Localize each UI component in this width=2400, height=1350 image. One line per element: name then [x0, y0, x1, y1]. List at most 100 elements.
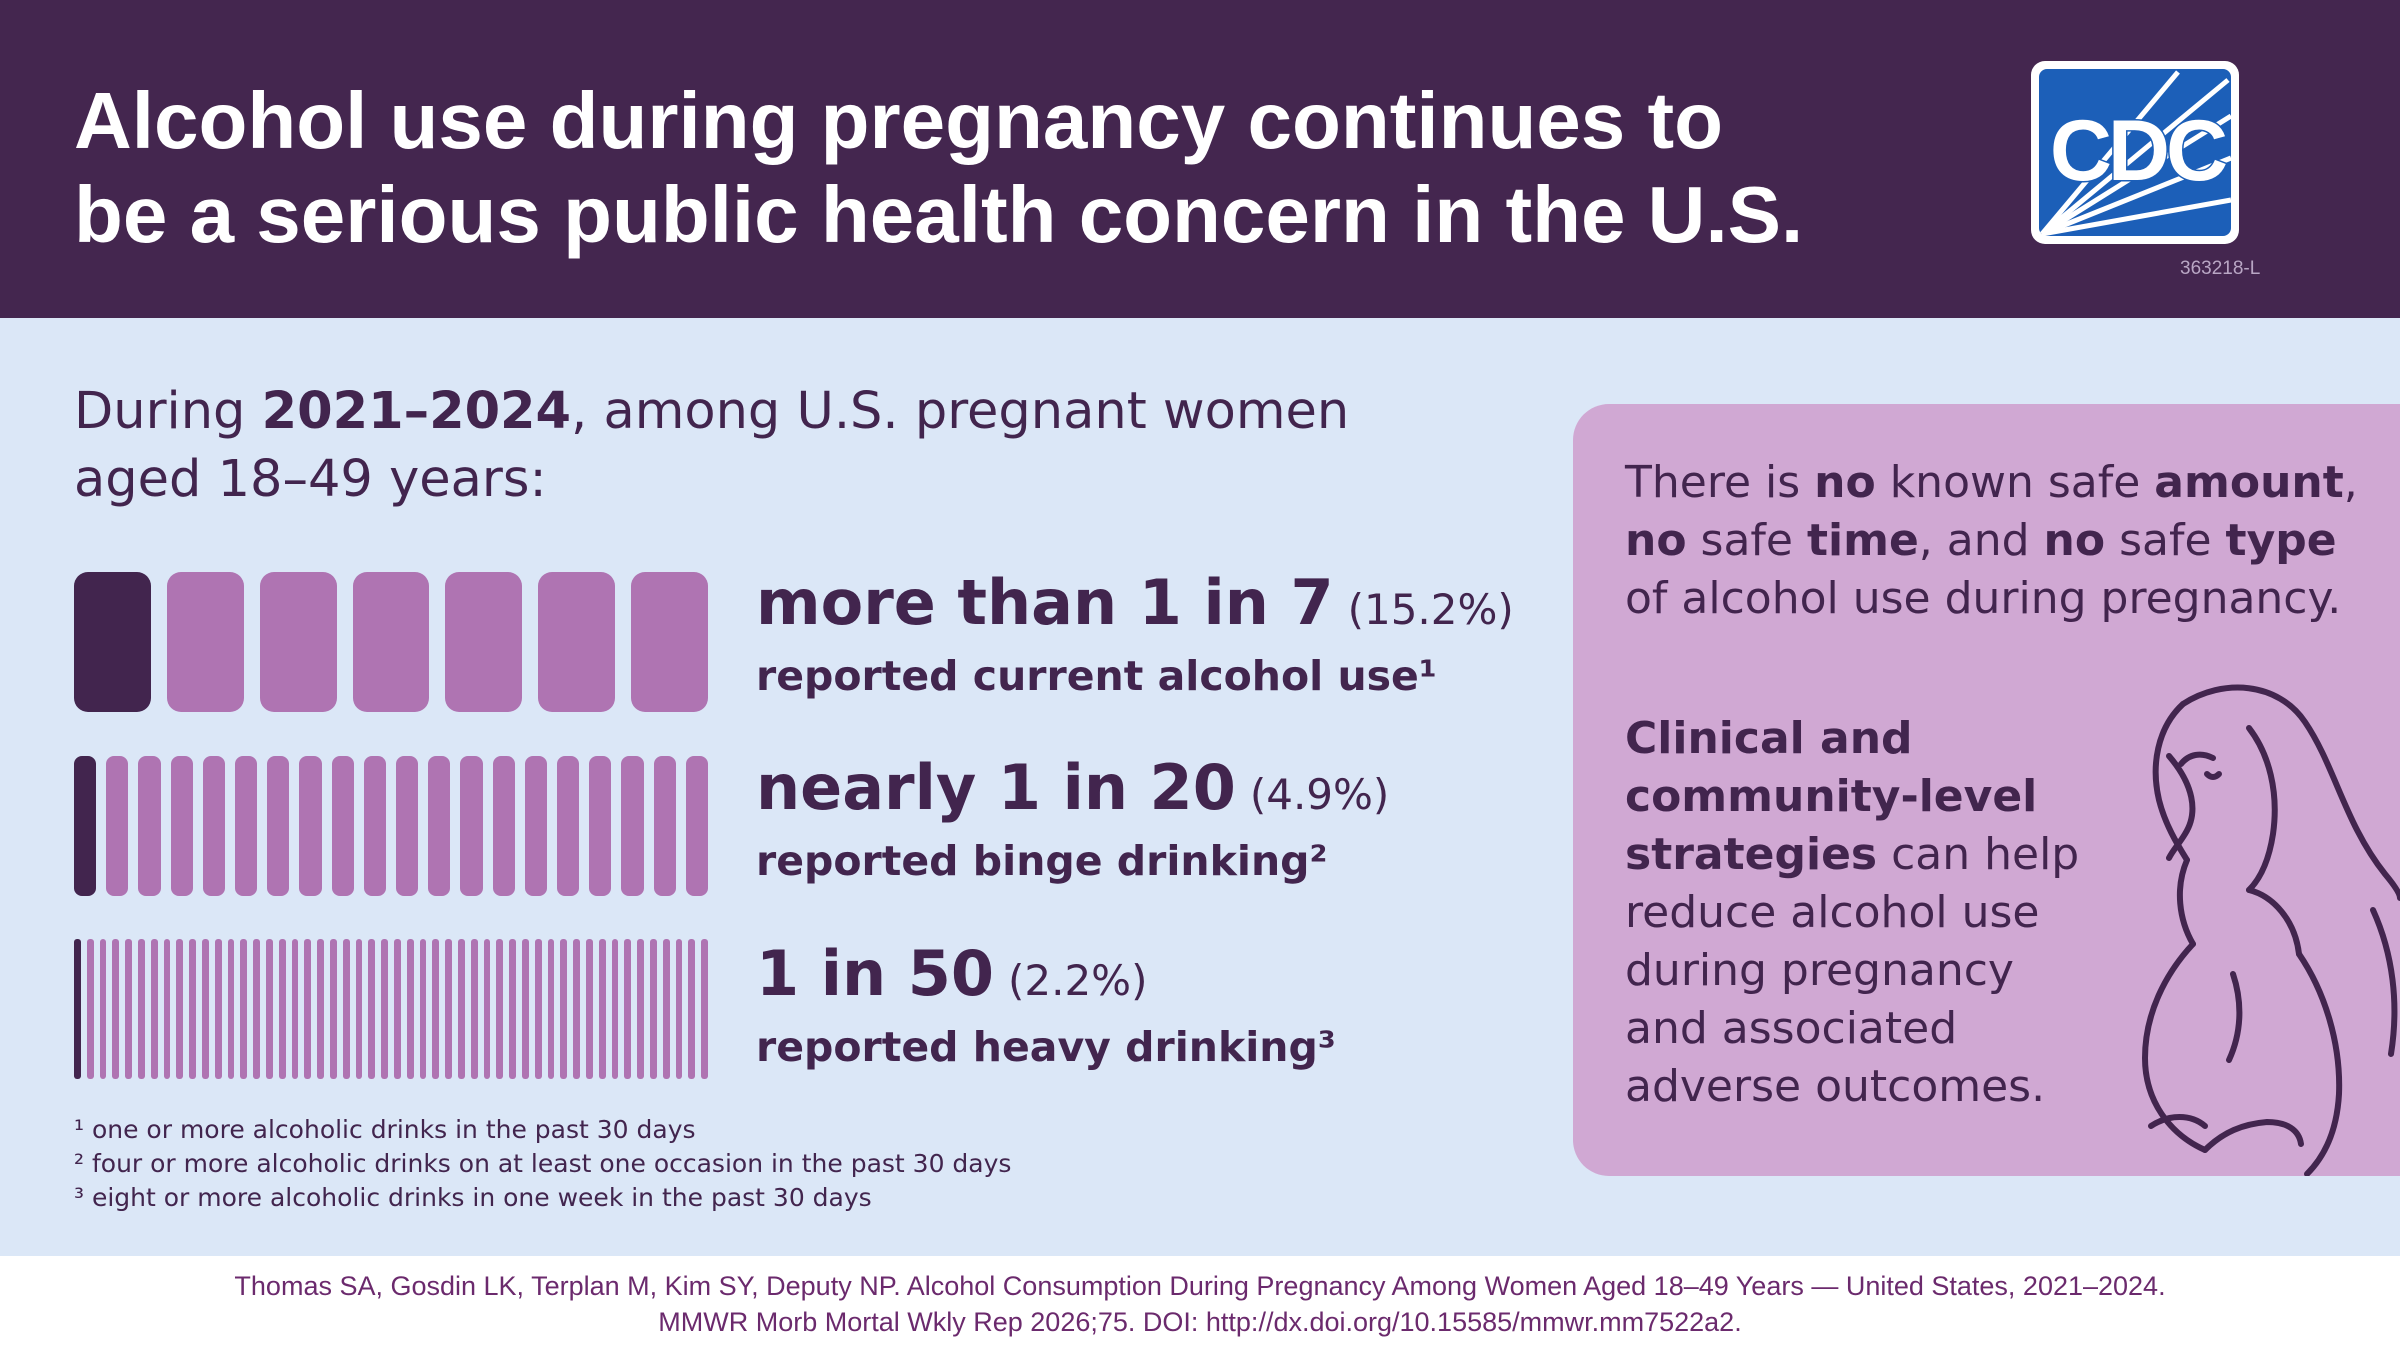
intro-years: 2021–2024 [261, 382, 572, 441]
ratio-segment-filled [74, 572, 151, 712]
ratio-segment [631, 572, 708, 712]
ratio-segment [394, 939, 401, 1079]
infographic-code: 363218-L [2180, 258, 2261, 279]
ratio-segment [445, 572, 523, 712]
ratio-segment [259, 572, 337, 712]
msg-part: , [2343, 457, 2358, 508]
key-message-panel: There is no known safe amount, no safe t… [1573, 404, 2400, 1176]
cdc-logo: CDC [2031, 61, 2239, 244]
stat-headline: 1 in 50 (2.2%) [756, 938, 1556, 1017]
stat-ratio: nearly 1 in 20 [756, 751, 1236, 824]
msg-part: safe [2105, 515, 2226, 566]
msg-part: safe [1686, 515, 1807, 566]
strategies-message: Clinical and community-level strategies … [1625, 710, 2095, 1116]
citation-line-1: Thomas SA, Gosdin LK, Terplan M, Kim SY,… [234, 1271, 2166, 1301]
ratio-segment [688, 939, 696, 1079]
ratio-segment [650, 939, 657, 1079]
ratio-segment [586, 939, 593, 1079]
stat-description: reported current alcohol use¹ [756, 652, 1437, 700]
ratio-segment [363, 756, 386, 896]
msg-part: type [2225, 515, 2337, 566]
ratio-segment [653, 756, 676, 896]
stat-description: reported binge drinking² [756, 837, 1328, 885]
footnote-3: ³ eight or more alcoholic drinks in one … [74, 1183, 872, 1212]
ratio-segment [150, 939, 158, 1079]
safety-message: There is no known safe amount, no safe t… [1625, 454, 2365, 628]
stat-percent: (15.2%) [1347, 585, 1514, 634]
msg-part: time [1806, 515, 1919, 566]
ratio-segment [445, 939, 452, 1079]
ratio-segment [470, 939, 478, 1079]
ratio-segment [496, 939, 504, 1079]
stat-percent: (2.2%) [1007, 956, 1148, 1005]
ratio-segment [86, 939, 94, 1079]
strategies-rest: can help reduce alcohol use during pregn… [1625, 829, 2080, 1112]
ratio-segment [524, 756, 547, 896]
ratio-segment [227, 939, 235, 1079]
ratio-bars-current-use [74, 572, 708, 712]
msg-part: of alcohol use during pregnancy. [1625, 573, 2342, 624]
ratio-segment [419, 939, 427, 1079]
ratio-segment [330, 939, 337, 1079]
ratio-segment [458, 939, 465, 1079]
ratio-bars-heavy-drinking [74, 939, 708, 1079]
msg-part: There is [1625, 457, 1815, 508]
ratio-segment [253, 939, 260, 1079]
msg-part: no [1814, 457, 1876, 508]
stat-ratio: more than 1 in 7 [756, 566, 1334, 639]
ratio-segment [202, 756, 225, 896]
ratio-segment-filled [74, 939, 81, 1079]
ratio-segment [509, 939, 516, 1079]
ratio-segment [534, 939, 542, 1079]
stat-percent: (4.9%) [1249, 770, 1390, 819]
ratio-segment [492, 756, 515, 896]
ratio-segment [240, 939, 248, 1079]
ratio-segment [460, 756, 483, 896]
msg-part: amount [2154, 457, 2344, 508]
stat-ratio: 1 in 50 [756, 937, 994, 1010]
citation-footer: Thomas SA, Gosdin LK, Terplan M, Kim SY,… [0, 1256, 2400, 1350]
ratio-segment [637, 939, 644, 1079]
ratio-segment [675, 939, 683, 1079]
msg-part: , and [1918, 515, 2044, 566]
ratio-segment [483, 939, 491, 1079]
ratio-segment [278, 939, 286, 1079]
ratio-segment-filled [74, 756, 97, 896]
ratio-segment [662, 939, 670, 1079]
ratio-segment [342, 939, 350, 1079]
ratio-segment [125, 939, 132, 1079]
ratio-segment [573, 939, 580, 1079]
ratio-segment [138, 756, 161, 896]
header-banner: Alcohol use during pregnancy continues t… [0, 0, 2400, 318]
ratio-segment [112, 939, 120, 1079]
stat-current-use: more than 1 in 7 (15.2%) reported current… [756, 567, 1556, 702]
ratio-segment [355, 939, 363, 1079]
ratio-segment [352, 572, 430, 712]
ratio-bars-binge-drinking [74, 756, 708, 896]
ratio-segment [267, 756, 290, 896]
ratio-segment [624, 939, 632, 1079]
footnote-2: ² four or more alcoholic drinks on at le… [74, 1149, 1012, 1178]
ratio-segment [368, 939, 376, 1079]
msg-part: no [1625, 515, 1687, 566]
ratio-segment [317, 939, 324, 1079]
citation-line-2: MMWR Morb Mortal Wkly Rep 2026;75. DOI: … [658, 1307, 1742, 1337]
ratio-segment [547, 939, 555, 1079]
ratio-segment [176, 939, 184, 1079]
stat-headline: nearly 1 in 20 (4.9%) [756, 752, 1556, 831]
intro-text: During 2021–2024, among U.S. pregnant wo… [74, 378, 1474, 514]
ratio-segment [170, 756, 193, 896]
ratio-segment [701, 939, 708, 1079]
ratio-segment [266, 939, 273, 1079]
ratio-segment [621, 756, 644, 896]
footnotes: ¹ one or more alcoholic drinks in the pa… [74, 1113, 1274, 1215]
ratio-segment [598, 939, 606, 1079]
ratio-segment [299, 756, 322, 896]
ratio-segment [138, 939, 145, 1079]
ratio-segment [166, 572, 244, 712]
ratio-segment [560, 939, 568, 1079]
ratio-segment [235, 756, 258, 896]
page-title: Alcohol use during pregnancy continues t… [74, 76, 1804, 259]
ratio-segment [432, 939, 440, 1079]
ratio-segment [522, 939, 529, 1079]
